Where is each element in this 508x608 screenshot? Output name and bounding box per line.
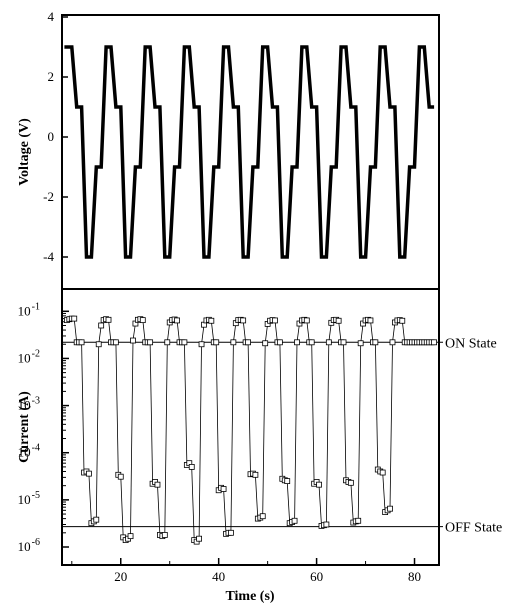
current-data-point: [399, 317, 406, 324]
current-panel: 10-610-510-410-310-210-1 20 40 60 80 ON Sta…: [17, 288, 502, 604]
current-plot-frame: [61, 288, 440, 566]
time-x-tick-label: 20: [114, 569, 127, 584]
on-state-label: ON State: [445, 336, 497, 351]
current-data-point: [147, 339, 154, 346]
current-data-point: [335, 317, 342, 324]
time-x-tick-label: 40: [212, 569, 225, 584]
current-data-point: [117, 473, 124, 480]
current-data-point: [105, 316, 112, 323]
current-data-point: [325, 339, 332, 346]
voltage-y-tick-label: 2: [48, 69, 55, 84]
current-y-tick-label: 10-5: [18, 490, 40, 507]
current-data-point: [389, 339, 396, 346]
voltage-plot-frame: [61, 14, 440, 290]
current-data-point: [130, 337, 136, 344]
current-data-point: [294, 339, 300, 346]
current-data-point: [262, 340, 269, 347]
current-data-point: [357, 340, 364, 347]
current-data-point: [276, 339, 283, 346]
current-data-point: [220, 486, 227, 492]
current-data-point: [208, 317, 215, 324]
current-data-point: [259, 513, 266, 520]
time-x-tick-label: 80: [408, 569, 421, 584]
current-data-point: [112, 339, 119, 346]
voltage-y-tick-label: 4: [48, 9, 55, 24]
current-data-point: [367, 317, 374, 324]
current-data-point: [98, 322, 105, 329]
current-data-point: [303, 317, 310, 324]
current-data-point: [188, 464, 195, 470]
current-data-point: [174, 317, 180, 324]
current-data-point: [127, 533, 134, 540]
voltage-series-line: [64, 45, 435, 259]
off-state-label: OFF State: [445, 521, 502, 536]
current-data-point: [196, 535, 202, 542]
voltage-axis-label: Voltage (V): [17, 118, 32, 186]
current-data-point: [387, 505, 393, 512]
current-data-point: [93, 516, 100, 523]
current-data-point: [213, 339, 220, 346]
current-data-point: [284, 478, 291, 485]
current-data-point: [340, 339, 347, 346]
current-data-point: [161, 532, 168, 538]
current-data-point: [228, 529, 234, 536]
current-data-point: [347, 479, 354, 486]
current-data-point: [95, 341, 102, 348]
current-data-point: [379, 469, 386, 476]
current-data-point: [240, 317, 247, 324]
current-data-point: [86, 470, 92, 477]
current-y-tick-label: 10-1: [18, 301, 40, 318]
current-data-point: [198, 341, 205, 348]
current-data-point: [272, 317, 278, 324]
voltage-y-tick-label: -2: [43, 189, 54, 204]
time-x-tick-label: 60: [310, 569, 323, 584]
current-y-tick-label: 10-6: [18, 537, 40, 554]
current-data-point: [181, 339, 188, 346]
current-y-tick-label: 10-2: [18, 348, 40, 365]
current-data-point: [245, 339, 251, 346]
current-data-point: [323, 521, 330, 528]
current-data-point: [372, 339, 379, 346]
current-data-point: [291, 517, 298, 524]
current-data-point: [139, 317, 146, 324]
time-axis-label: Time (s): [225, 589, 274, 604]
voltage-panel: -4 -2 0 2 4 Voltage (V): [17, 9, 440, 290]
current-data-point: [355, 517, 362, 524]
current-axis-label: Current (A): [17, 391, 32, 463]
current-data-point: [71, 315, 78, 322]
current-data-point: [316, 481, 322, 488]
current-data-point: [308, 339, 315, 346]
current-data-point: [164, 339, 171, 346]
current-data-point: [252, 471, 259, 478]
current-data-point: [230, 339, 237, 346]
current-data-point: [78, 339, 85, 346]
voltage-y-tick-label: -4: [43, 249, 54, 264]
voltage-y-tick-label: 0: [48, 129, 55, 144]
current-data-point: [431, 339, 438, 346]
current-data-point: [154, 481, 161, 488]
current-series-line: [66, 318, 435, 543]
